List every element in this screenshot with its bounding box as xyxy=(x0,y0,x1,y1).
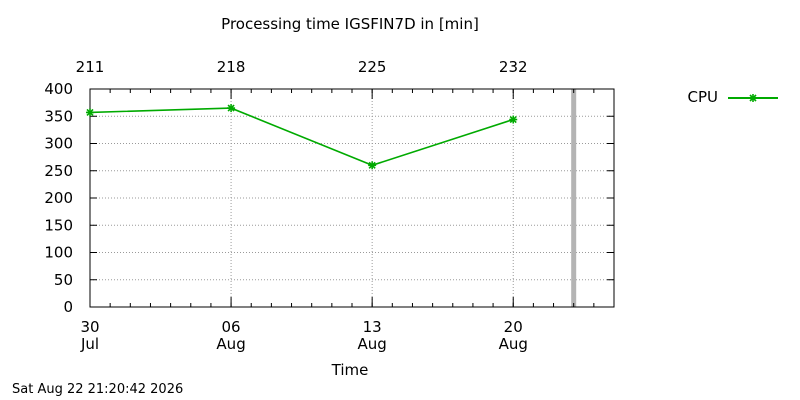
data-point xyxy=(509,115,518,124)
legend-label-cpu: CPU xyxy=(688,88,719,106)
y-tick-label: 50 xyxy=(54,271,73,289)
data-point xyxy=(86,108,94,117)
y-tick-label: 200 xyxy=(44,189,73,207)
x-tick-label-day: 13 xyxy=(363,318,382,336)
x-tick-label-month: Jul xyxy=(80,335,99,353)
top-tick-label: 218 xyxy=(217,58,246,76)
data-point xyxy=(368,161,377,170)
data-point-marker-d2 xyxy=(86,108,94,117)
top-tick-label: 232 xyxy=(499,58,528,76)
current-date-marker xyxy=(571,89,577,307)
y-tick-label: 150 xyxy=(44,216,73,234)
x-tick-label-day: 30 xyxy=(80,318,99,336)
y-tick-label: 400 xyxy=(44,80,73,98)
legend: CPU xyxy=(688,88,778,106)
data-point xyxy=(227,104,236,113)
y-tick-label: 250 xyxy=(44,162,73,180)
y-tick-label: 300 xyxy=(44,135,73,153)
legend-marker-d2 xyxy=(749,94,757,102)
x-tick-label-month: Aug xyxy=(499,335,528,353)
y-tick-label: 350 xyxy=(44,107,73,125)
data-point-marker-d2 xyxy=(368,161,376,169)
data-point-marker-d2 xyxy=(227,104,235,112)
series-line xyxy=(89,107,514,167)
top-tick-label: 225 xyxy=(358,58,387,76)
x-tick-label-month: Aug xyxy=(216,335,245,353)
x-tick-label-month: Aug xyxy=(358,335,387,353)
grid xyxy=(89,89,614,307)
x-axis-label: Time xyxy=(331,361,369,379)
current-date-bar xyxy=(571,89,577,307)
series-cpu xyxy=(86,104,518,170)
y-tick-label: 0 xyxy=(63,298,73,316)
x-axis-top: 211 218 225 232 xyxy=(76,58,528,99)
legend-marker-cpu xyxy=(749,94,757,102)
y-axis: 0 50 100 150 200 250 300 350 400 xyxy=(44,80,614,316)
data-point-marker-d2 xyxy=(509,115,517,124)
top-tick-label: 211 xyxy=(76,58,105,76)
render-timestamp: Sat Aug 22 21:20:42 2026 xyxy=(12,382,184,397)
x-tick-label-day: 06 xyxy=(222,318,241,336)
y-tick-label: 100 xyxy=(44,244,73,262)
minor-ticks xyxy=(89,89,615,307)
chart-title: Processing time IGSFIN7D in [min] xyxy=(221,15,479,33)
x-tick-label-day: 20 xyxy=(504,318,523,336)
